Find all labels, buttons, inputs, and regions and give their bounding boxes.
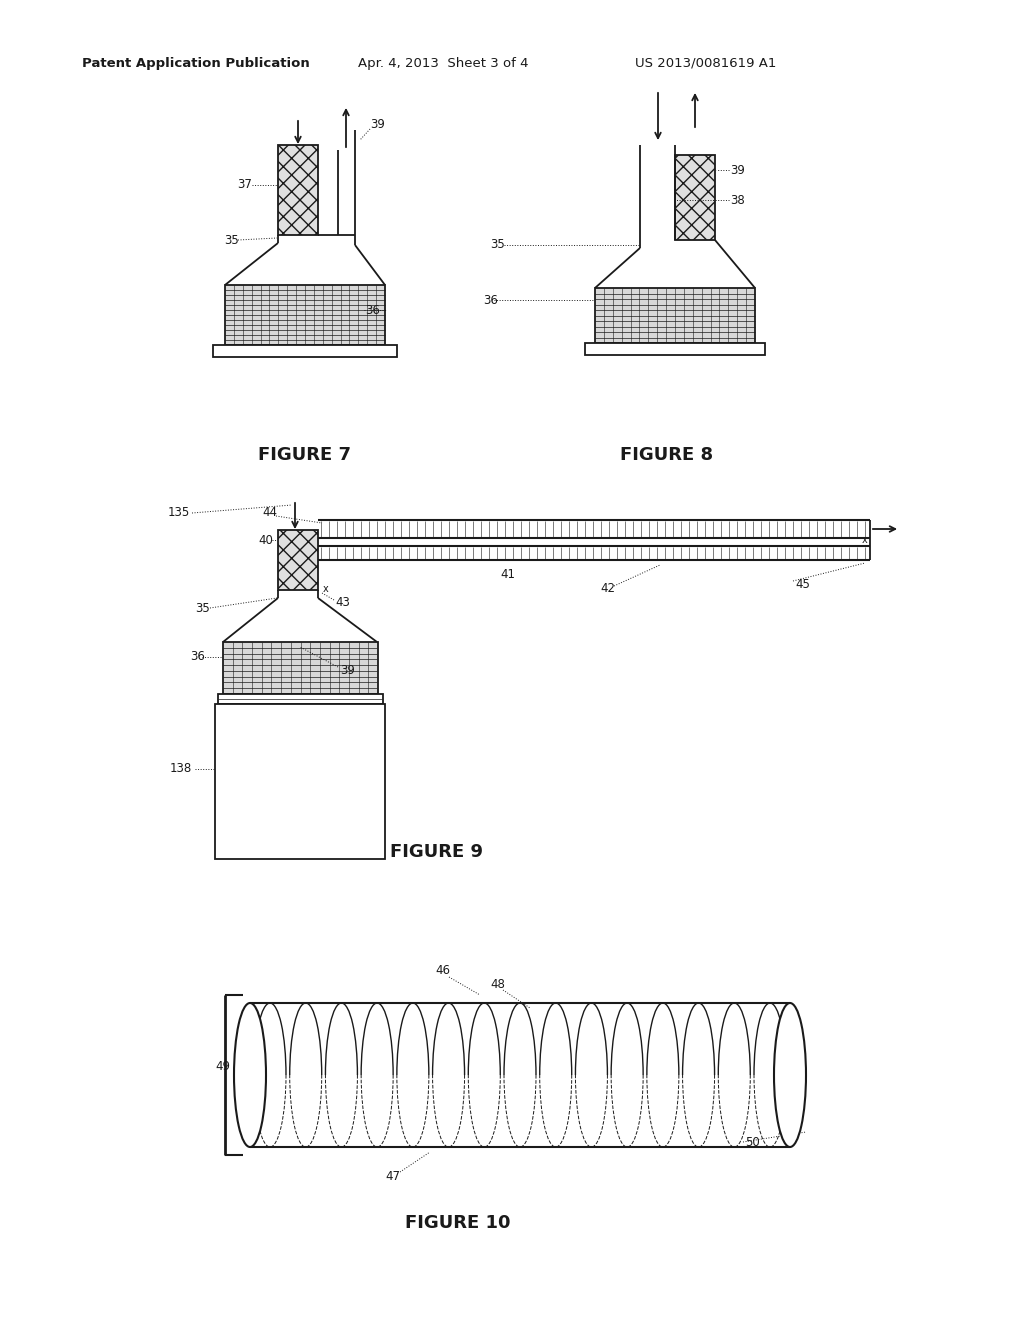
- Text: 37: 37: [237, 178, 252, 191]
- Text: 40: 40: [258, 533, 272, 546]
- Text: x: x: [323, 583, 329, 594]
- Text: FIGURE 10: FIGURE 10: [406, 1214, 511, 1232]
- Bar: [218, 694, 383, 704]
- Bar: [250, 1003, 790, 1147]
- Text: 36: 36: [365, 304, 380, 317]
- Text: 42: 42: [600, 582, 615, 594]
- Text: 138: 138: [170, 763, 193, 776]
- Text: Patent Application Publication: Patent Application Publication: [82, 57, 309, 70]
- Text: 41: 41: [500, 568, 515, 581]
- Bar: [278, 145, 318, 235]
- Text: 46: 46: [435, 965, 450, 978]
- Text: 49: 49: [215, 1060, 230, 1073]
- Text: 39: 39: [340, 664, 355, 676]
- Text: 38: 38: [730, 194, 744, 206]
- Text: 35: 35: [490, 239, 505, 252]
- Text: x: x: [280, 577, 286, 587]
- Bar: [595, 288, 755, 343]
- Text: 47: 47: [385, 1171, 400, 1184]
- Text: FIGURE 7: FIGURE 7: [258, 446, 351, 465]
- Ellipse shape: [774, 1003, 806, 1147]
- Text: x: x: [280, 533, 286, 543]
- Bar: [278, 531, 318, 590]
- Bar: [585, 343, 765, 355]
- Bar: [278, 531, 318, 590]
- Text: 35: 35: [195, 602, 210, 615]
- Text: 43: 43: [335, 595, 350, 609]
- Ellipse shape: [234, 1003, 266, 1147]
- Text: 44: 44: [262, 506, 278, 519]
- Text: FIGURE 8: FIGURE 8: [620, 446, 713, 465]
- Text: 135: 135: [168, 507, 190, 520]
- Bar: [213, 345, 397, 356]
- Bar: [675, 154, 715, 240]
- Bar: [223, 642, 378, 694]
- Text: 50: 50: [745, 1135, 760, 1148]
- Text: US 2013/0081619 A1: US 2013/0081619 A1: [635, 57, 776, 70]
- Bar: [675, 154, 715, 240]
- Text: 48: 48: [490, 978, 505, 991]
- Text: 36: 36: [483, 293, 498, 306]
- Text: 45: 45: [795, 578, 810, 590]
- Text: 36: 36: [190, 651, 205, 664]
- Bar: [215, 704, 385, 859]
- Text: 39: 39: [370, 119, 385, 132]
- Text: 35: 35: [224, 234, 239, 247]
- Bar: [225, 285, 385, 345]
- Text: Apr. 4, 2013  Sheet 3 of 4: Apr. 4, 2013 Sheet 3 of 4: [358, 57, 528, 70]
- Bar: [278, 145, 318, 235]
- Text: 39: 39: [730, 164, 744, 177]
- Text: FIGURE 9: FIGURE 9: [390, 843, 483, 861]
- Text: x: x: [861, 535, 867, 545]
